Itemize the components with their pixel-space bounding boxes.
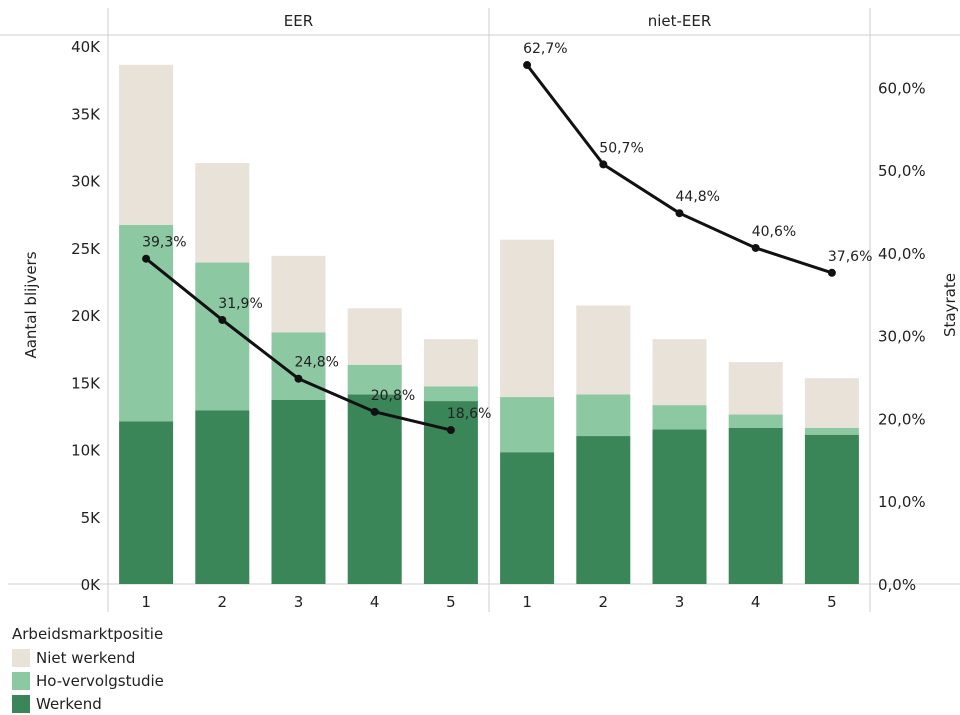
- stayrate-label: 31,9%: [218, 296, 262, 312]
- stayrate-label: 44,8%: [676, 189, 720, 205]
- bar-segment-niet-werkend: [804, 378, 859, 428]
- stayrate-label: 18,6%: [447, 406, 491, 422]
- y-tick-label: 10K: [71, 442, 101, 460]
- bar-segment-ho-vervolgstudie: [576, 394, 631, 437]
- bar-segment-niet-werkend: [347, 308, 402, 365]
- legend-item-ho-vervolgstudie: Ho-vervolgstudie: [12, 669, 164, 692]
- y-tick-label: 35K: [71, 105, 101, 123]
- legend-title: Arbeidsmarktpositie: [12, 625, 164, 643]
- panel-header-niet-eer: niet-EER: [648, 12, 712, 30]
- legend-item-niet-werkend: Niet werkend: [12, 646, 164, 669]
- y-tick-label: 30K: [71, 173, 101, 191]
- stayrate-label: 37,6%: [828, 249, 872, 265]
- y2-tick-label: 0,0%: [878, 576, 916, 594]
- stayrate-point: [142, 254, 151, 263]
- legend-label-ho-vervolgstudie: Ho-vervolgstudie: [36, 671, 164, 690]
- stayrate-label: 39,3%: [142, 235, 186, 251]
- bar-segment-niet-werkend: [195, 163, 250, 263]
- legend-swatch-niet-werkend: [12, 648, 30, 667]
- x-tick-label: 4: [370, 593, 380, 611]
- legend: Arbeidsmarktpositie Niet werkend Ho-verv…: [12, 625, 164, 715]
- x-tick-label: 3: [294, 593, 304, 611]
- x-tick-label: 3: [675, 593, 685, 611]
- stayrate-line-niet-eer: [525, 64, 833, 275]
- x-tick-label: 5: [827, 593, 837, 611]
- y2-tick-label: 40,0%: [878, 245, 926, 263]
- stayrate-label: 24,8%: [295, 355, 339, 371]
- y2-tick-label: 50,0%: [878, 162, 926, 180]
- stayrate-point: [523, 61, 532, 70]
- legend-item-werkend: Werkend: [12, 692, 164, 715]
- x-tick-label: 1: [141, 593, 151, 611]
- bar-segment-ho-vervolgstudie: [652, 405, 707, 430]
- legend-swatch-ho-vervolgstudie: [12, 671, 30, 690]
- legend-label-niet-werkend: Niet werkend: [36, 648, 136, 667]
- y-tick-label: 40K: [71, 38, 101, 56]
- panel-header-eer: EER: [284, 12, 313, 30]
- y-tick-label: 20K: [71, 307, 101, 325]
- stayrate-label: 50,7%: [599, 140, 643, 156]
- stayrate-point: [294, 374, 303, 383]
- x-tick-label: 1: [522, 593, 532, 611]
- x-tick-label: 5: [446, 593, 456, 611]
- stayrate-point: [446, 426, 455, 435]
- y-tick-label: 25K: [71, 240, 101, 258]
- bar-segment-werkend: [271, 399, 326, 584]
- bar-segment-niet-werkend: [652, 339, 707, 406]
- stayrate-label: 40,6%: [752, 224, 796, 240]
- y2-tick-label: 30,0%: [878, 328, 926, 346]
- y-tick-label: 15K: [71, 374, 101, 392]
- y2-tick-label: 20,0%: [878, 410, 926, 428]
- bar-segment-niet-werkend: [500, 239, 555, 398]
- bar-segment-ho-vervolgstudie: [728, 414, 783, 428]
- stayrate-label: 62,7%: [523, 41, 567, 57]
- bar-segment-werkend: [347, 394, 402, 584]
- bar-segment-ho-vervolgstudie: [423, 386, 478, 402]
- y-tick-label: 5K: [81, 509, 102, 527]
- bar-segment-ho-vervolgstudie: [195, 262, 250, 411]
- bar-segment-werkend: [119, 421, 174, 584]
- bar-segment-werkend: [195, 410, 250, 584]
- bar-segment-ho-vervolgstudie: [804, 427, 859, 435]
- stayrate-point: [675, 209, 684, 218]
- stayrate-point: [218, 315, 227, 324]
- y-tick-label: 0K: [81, 576, 102, 594]
- stayrate-point: [827, 268, 836, 277]
- bar-segment-ho-vervolgstudie: [119, 224, 174, 422]
- x-tick-label: 2: [218, 593, 228, 611]
- bar-segment-niet-werkend: [271, 255, 326, 333]
- y2-axis-title: Stayrate: [941, 273, 959, 337]
- bar-segment-werkend: [652, 429, 707, 584]
- stayrate-point: [599, 160, 608, 169]
- bar-segment-niet-werkend: [576, 305, 631, 395]
- bar-segment-niet-werkend: [119, 64, 174, 225]
- y2-tick-label: 10,0%: [878, 493, 926, 511]
- bar-segment-werkend: [576, 436, 631, 584]
- bar-segment-werkend: [728, 427, 783, 584]
- x-tick-label: 4: [751, 593, 761, 611]
- bar-segment-werkend: [804, 434, 859, 584]
- y2-tick-label: 60,0%: [878, 79, 926, 97]
- bar-segment-ho-vervolgstudie: [347, 364, 402, 395]
- stacked-bar-line-chart: EER niet-EER 0K 5K 10K 15K 20K 25K 30K 35K 40K 0,0%…: [0, 8, 960, 612]
- bar-segment-werkend: [500, 452, 555, 584]
- legend-label-werkend: Werkend: [36, 694, 102, 713]
- stayrate-label: 20,8%: [371, 388, 415, 404]
- legend-swatch-werkend: [12, 694, 30, 713]
- bar-segment-ho-vervolgstudie: [500, 397, 555, 453]
- stayrate-point: [370, 407, 379, 416]
- bar-segment-niet-werkend: [423, 339, 478, 387]
- y-axis-title: Aantal blijvers: [22, 251, 40, 358]
- x-tick-label: 2: [599, 593, 609, 611]
- stayrate-point: [751, 243, 760, 252]
- bar-segment-niet-werkend: [728, 362, 783, 415]
